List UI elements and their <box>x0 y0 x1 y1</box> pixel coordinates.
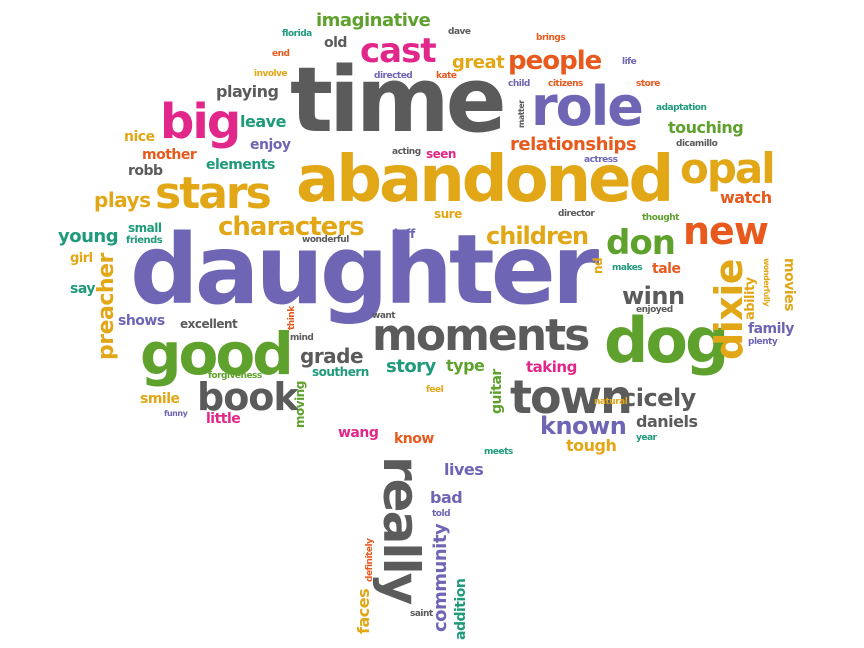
word-director: director <box>558 210 594 219</box>
word-directed: directed <box>374 72 412 81</box>
word-young: young <box>58 228 118 246</box>
word-addition: addition <box>454 579 468 640</box>
word-great: great <box>452 54 504 72</box>
word-end: end <box>272 50 289 59</box>
word-plenty: plenty <box>748 338 777 347</box>
word-smile: smile <box>140 392 180 406</box>
word-mother: mother <box>142 148 196 162</box>
word-moving: moving <box>294 381 306 428</box>
word-forgiveness: forgiveness <box>208 372 262 381</box>
word-jeff: jeff <box>394 228 415 240</box>
word-cicely: cicely <box>622 386 696 410</box>
word-nd: nd <box>592 258 604 274</box>
word-told: told <box>432 510 450 519</box>
word-funny: funny <box>164 410 187 418</box>
word-enjoyed: enjoyed <box>636 306 673 315</box>
word-meets: meets <box>484 448 513 457</box>
word-preacher: preacher <box>96 253 118 360</box>
word-relationships: relationships <box>510 136 636 154</box>
word-elements: elements <box>206 158 275 172</box>
word-mind: mind <box>290 334 313 343</box>
word-say: say <box>70 282 95 296</box>
word-want: want <box>372 312 395 321</box>
word-feel: feel <box>426 386 443 395</box>
word-bad: bad <box>430 490 462 506</box>
word-makes: makes <box>612 264 642 273</box>
word-leave: leave <box>240 114 286 130</box>
word-thought: thought <box>642 214 679 223</box>
word-story: story <box>386 358 436 376</box>
word-moments: moments <box>372 314 588 358</box>
word-robb: robb <box>128 164 163 178</box>
word-known: known <box>540 414 626 438</box>
word-big: big <box>160 98 239 146</box>
word-daniels: daniels <box>636 414 697 430</box>
word-plays: plays <box>94 190 151 210</box>
word-wonderfully: wonderfully <box>762 258 770 306</box>
word-matter: matter <box>518 100 526 128</box>
word-wang: wang <box>338 426 378 440</box>
word-excellent: excellent <box>180 318 237 330</box>
word-tale: tale <box>652 262 680 276</box>
word-know: know <box>394 432 434 446</box>
word-think: think <box>288 306 297 330</box>
word-type: type <box>446 358 484 374</box>
word-enjoy: enjoy <box>250 138 291 152</box>
word-movies: movies <box>782 258 796 311</box>
word-actress: actress <box>584 156 617 165</box>
word-sure: sure <box>434 208 462 220</box>
word-ability: ability <box>744 277 757 320</box>
word-grade: grade <box>300 346 363 366</box>
word-family: family <box>748 322 794 336</box>
word-southern: southern <box>312 366 369 378</box>
word-adaptation: adaptation <box>656 104 706 113</box>
word-children: children <box>486 224 588 248</box>
word-watch: watch <box>720 190 772 206</box>
word-faces: faces <box>356 589 372 634</box>
word-saint: saint <box>410 610 433 619</box>
word-imaginative: imaginative <box>316 12 430 30</box>
word-involve: involve <box>254 70 287 79</box>
word-wonderful: wonderful <box>302 236 349 245</box>
word-taking: taking <box>526 360 577 375</box>
word-dicamillo: dicamillo <box>676 140 717 149</box>
word-definitely: definitely <box>366 539 375 582</box>
word-friends: friends <box>126 236 162 246</box>
word-guitar: guitar <box>490 369 504 414</box>
word-cast: cast <box>360 34 436 68</box>
word-touching: touching <box>668 120 743 136</box>
word-stars: stars <box>155 172 270 216</box>
word-florida: florida <box>282 30 312 39</box>
word-nice: nice <box>124 130 155 144</box>
word-child: child <box>508 80 530 89</box>
word-little: little <box>206 412 240 426</box>
word-dave: dave <box>448 28 471 37</box>
word-brings: brings <box>536 34 565 43</box>
word-year: year <box>636 434 656 443</box>
word-life: life <box>622 58 636 67</box>
word-girl: girl <box>70 252 93 265</box>
word-tough: tough <box>566 438 616 454</box>
word-people: people <box>508 48 601 74</box>
word-acting: acting <box>392 148 421 157</box>
word-seen: seen <box>426 148 456 160</box>
word-natural: natural <box>594 398 627 407</box>
word-lives: lives <box>444 462 483 478</box>
word-don: don <box>606 226 675 260</box>
word-kate: kate <box>436 72 456 81</box>
word-community: community <box>432 524 450 632</box>
word-citizens: citizens <box>548 80 583 89</box>
word-opal: opal <box>680 148 774 190</box>
word-new: new <box>683 212 768 250</box>
word-playing: playing <box>216 84 279 100</box>
word-really: really <box>376 456 426 603</box>
word-small: small <box>128 222 161 234</box>
word-shows: shows <box>118 314 165 328</box>
word-store: store <box>636 80 660 89</box>
word-old: old <box>324 36 347 50</box>
